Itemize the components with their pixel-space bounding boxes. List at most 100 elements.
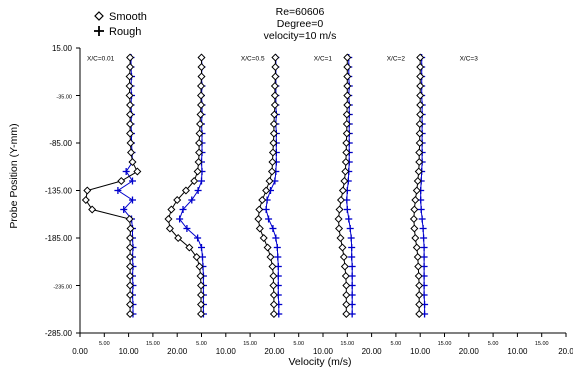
smooth-point <box>125 214 134 224</box>
rough-point <box>272 234 280 242</box>
smooth-point <box>126 271 135 281</box>
smooth-point <box>410 224 419 233</box>
rough-line <box>420 57 426 314</box>
smooth-point <box>270 100 279 110</box>
smooth-point <box>409 214 418 224</box>
smooth-point <box>190 176 199 186</box>
smooth-point <box>173 195 182 205</box>
smooth-point <box>197 91 206 100</box>
rough-point <box>128 196 136 204</box>
x-tick-label: 20.00 <box>264 347 285 356</box>
x-tick-label: 0.00 <box>72 347 88 356</box>
smooth-point <box>416 110 425 119</box>
smooth-point <box>339 252 348 262</box>
rough-point <box>419 225 427 232</box>
smooth-point <box>342 300 351 309</box>
rough-point <box>348 253 356 261</box>
smooth-point <box>341 271 350 281</box>
smooth-point <box>197 281 206 290</box>
x-tick-label: 10.00 <box>410 347 431 356</box>
rough-point <box>122 168 130 175</box>
smooth-point <box>413 252 422 262</box>
smooth-point <box>338 243 347 252</box>
station-label: X/C=0.01 <box>87 55 115 62</box>
y-tick-label: -185.00 <box>45 234 73 243</box>
rough-point <box>346 225 354 232</box>
smooth-point <box>416 62 425 72</box>
smooth-point <box>126 290 135 300</box>
smooth-point <box>126 100 135 110</box>
x-tick-label: 20.0 <box>558 347 573 356</box>
title-line-degree: Degree=0 <box>277 18 324 30</box>
rough-point <box>418 215 426 223</box>
smooth-point <box>125 72 134 81</box>
x-tick-label: 5.00 <box>391 341 402 347</box>
smooth-point <box>411 195 420 205</box>
smooth-point <box>336 195 345 205</box>
station-1 <box>81 53 142 319</box>
smooth-point <box>126 243 135 252</box>
smooth-point <box>128 157 137 167</box>
smooth-point <box>415 290 424 300</box>
smooth-point <box>195 129 204 138</box>
rough-point <box>120 206 128 213</box>
y-tick-label: -235.00 <box>53 285 72 291</box>
smooth-point <box>335 205 344 214</box>
smooth-point <box>268 148 277 157</box>
smooth-point <box>343 100 352 110</box>
data-series <box>81 53 429 319</box>
smooth-point <box>269 290 278 300</box>
smooth-point <box>343 91 352 100</box>
smooth-point <box>185 243 194 252</box>
plot-axes: 15.00 -35.00 -85.00 -135.00 -185.00 -235.00 -2… <box>45 44 573 356</box>
smooth-point <box>127 148 136 157</box>
smooth-point <box>167 205 176 214</box>
rough-point <box>269 225 277 232</box>
smooth-point <box>197 81 206 91</box>
x-tick-label: 10.00 <box>507 347 528 356</box>
smooth-line <box>413 57 421 314</box>
smooth-point <box>174 233 183 243</box>
smooth-point <box>196 271 205 281</box>
smooth-point <box>126 53 135 62</box>
smooth-point <box>340 262 349 271</box>
rough-point <box>188 196 196 204</box>
smooth-point <box>195 262 204 271</box>
smooth-point <box>197 100 206 110</box>
x-tick-label: 20.00 <box>459 347 480 356</box>
smooth-point <box>197 62 206 72</box>
smooth-point <box>338 186 347 195</box>
station-3 <box>254 53 283 319</box>
smooth-point <box>126 129 135 138</box>
title-line-velocity: velocity=10 m/s <box>264 30 337 42</box>
smooth-point <box>334 214 343 224</box>
smooth-point <box>265 176 274 186</box>
y-tick-label: 15.00 <box>52 44 73 53</box>
smooth-point <box>342 119 351 129</box>
smooth-point <box>197 53 206 62</box>
rough-point <box>114 187 122 194</box>
rough-line <box>179 57 204 314</box>
rough-point <box>348 263 356 270</box>
rough-point <box>176 215 184 223</box>
smooth-point <box>81 195 90 205</box>
rough-point <box>179 206 187 213</box>
smooth-point <box>271 72 280 81</box>
smooth-point <box>165 224 174 233</box>
smooth-point <box>126 138 135 148</box>
x-tick-label: 15.00 <box>243 341 257 347</box>
rough-line <box>116 57 134 314</box>
legend-rough-label: Rough <box>109 26 141 38</box>
smooth-point <box>415 148 424 157</box>
smooth-point <box>342 138 351 148</box>
smooth-point <box>164 214 173 224</box>
smooth-point <box>262 186 271 195</box>
chart-title: Re=60606 Degree=0 velocity=10 m/s <box>264 6 337 42</box>
station-labels: X/C=0.01 X/C=0.5 X/C=1 X/C=2 X/C=3 <box>87 55 478 62</box>
title-line-re: Re=60606 <box>276 6 325 18</box>
legend-rough-marker <box>94 26 104 36</box>
station-5 <box>409 53 429 319</box>
rough-point <box>274 253 282 261</box>
smooth-point <box>268 262 277 271</box>
